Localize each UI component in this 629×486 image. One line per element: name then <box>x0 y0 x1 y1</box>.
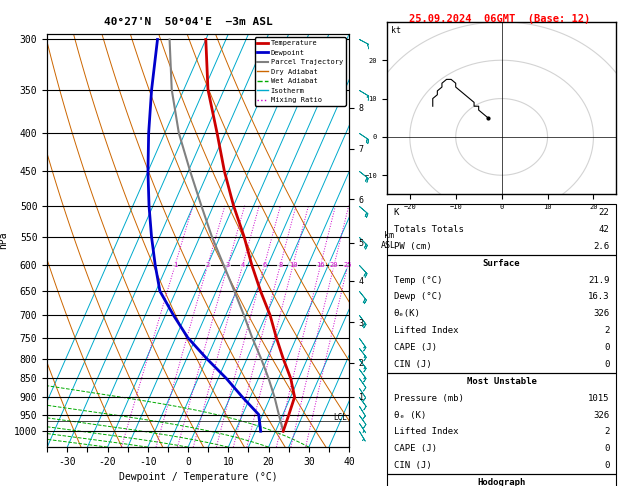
Text: Dewp (°C): Dewp (°C) <box>394 293 442 301</box>
Text: 4: 4 <box>240 262 245 268</box>
Text: PW (cm): PW (cm) <box>394 242 431 251</box>
Y-axis label: km
ASL: km ASL <box>381 231 396 250</box>
Text: Pressure (mb): Pressure (mb) <box>394 394 464 403</box>
X-axis label: Dewpoint / Temperature (°C): Dewpoint / Temperature (°C) <box>119 472 277 483</box>
Text: 22: 22 <box>599 208 610 217</box>
Text: 20: 20 <box>330 262 338 268</box>
Text: Totals Totals: Totals Totals <box>394 225 464 234</box>
Text: 3: 3 <box>226 262 230 268</box>
Bar <box>387 255 616 373</box>
Text: 1: 1 <box>173 262 177 268</box>
Text: Lifted Index: Lifted Index <box>394 326 458 335</box>
Legend: Temperature, Dewpoint, Parcel Trajectory, Dry Adiabat, Wet Adiabat, Isotherm, Mi: Temperature, Dewpoint, Parcel Trajectory… <box>255 37 345 106</box>
Y-axis label: hPa: hPa <box>0 232 8 249</box>
Text: 25: 25 <box>343 262 352 268</box>
Text: K: K <box>394 208 399 217</box>
Text: CAPE (J): CAPE (J) <box>394 343 437 352</box>
Text: 0: 0 <box>604 360 610 369</box>
Text: 2.6: 2.6 <box>593 242 610 251</box>
Text: 42: 42 <box>599 225 610 234</box>
Text: 326: 326 <box>593 309 610 318</box>
Text: 40°27'N  50°04'E  −3m ASL: 40°27'N 50°04'E −3m ASL <box>104 17 273 27</box>
Text: Most Unstable: Most Unstable <box>467 377 537 386</box>
Text: Lifted Index: Lifted Index <box>394 427 458 436</box>
Text: θₑ(K): θₑ(K) <box>394 309 421 318</box>
Text: CIN (J): CIN (J) <box>394 360 431 369</box>
Text: 10: 10 <box>289 262 298 268</box>
Text: 2: 2 <box>206 262 210 268</box>
Bar <box>387 474 616 486</box>
Text: LCL: LCL <box>333 413 347 422</box>
Text: 0: 0 <box>604 461 610 470</box>
Text: 326: 326 <box>593 411 610 419</box>
Text: CAPE (J): CAPE (J) <box>394 444 437 453</box>
Text: 6: 6 <box>262 262 267 268</box>
Text: kt: kt <box>391 26 401 35</box>
Bar <box>387 204 616 255</box>
Bar <box>387 373 616 474</box>
Text: CIN (J): CIN (J) <box>394 461 431 470</box>
Text: 1015: 1015 <box>588 394 610 403</box>
Text: 8: 8 <box>278 262 282 268</box>
Text: 2: 2 <box>604 326 610 335</box>
Text: Hodograph: Hodograph <box>477 478 526 486</box>
Text: Surface: Surface <box>483 259 520 268</box>
Text: θₑ (K): θₑ (K) <box>394 411 426 419</box>
Text: 21.9: 21.9 <box>588 276 610 284</box>
Text: 0: 0 <box>604 343 610 352</box>
Text: 0: 0 <box>604 444 610 453</box>
Text: 16.3: 16.3 <box>588 293 610 301</box>
Text: Temp (°C): Temp (°C) <box>394 276 442 284</box>
Text: 16: 16 <box>316 262 325 268</box>
Text: 2: 2 <box>604 427 610 436</box>
Text: 25.09.2024  06GMT  (Base: 12): 25.09.2024 06GMT (Base: 12) <box>409 14 591 24</box>
